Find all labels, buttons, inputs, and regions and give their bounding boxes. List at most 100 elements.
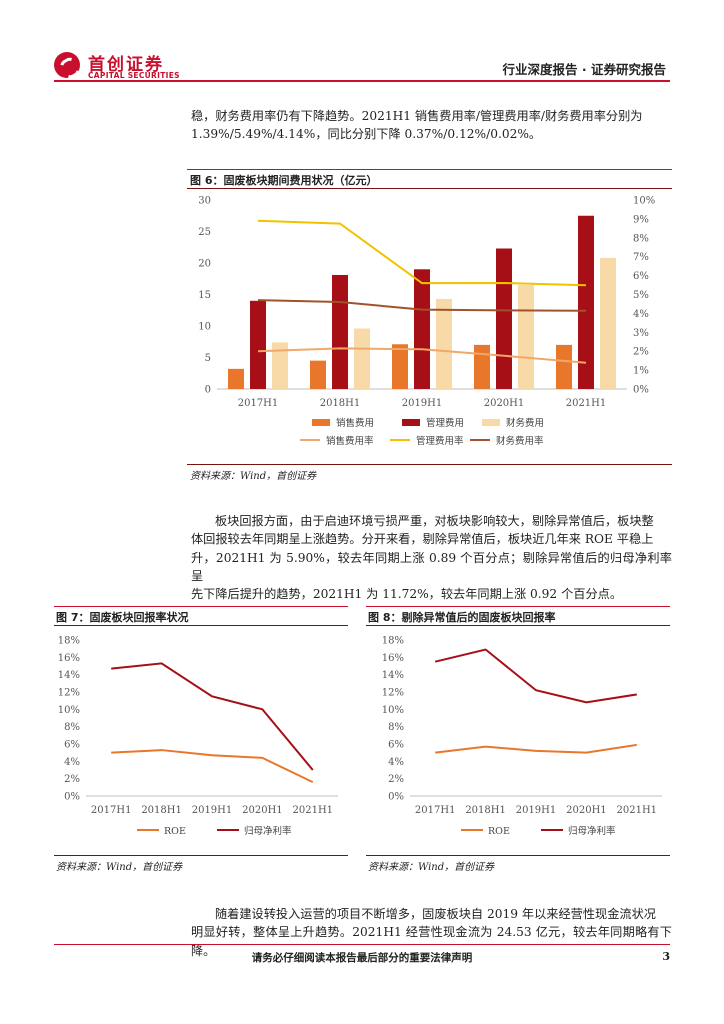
fig7-chart: 0% 2% 4% 6% 8% 10% 12% 14% 16% 18% 2017H1 2018H1 201… bbox=[58, 636, 338, 837]
fig7-legend-label: 归母净利率 bbox=[244, 825, 292, 837]
paragraph-2-line-1: 板块回报方面，由于启迪环境亏损严重，对板块影响较大，剔除异常值后，板块整 bbox=[215, 514, 654, 528]
fig8-x-tick-label: 2018H1 bbox=[465, 805, 506, 816]
paragraph-1-line-1: 稳，财务费用率仍有下降趋势。2021H1 销售费用率/管理费用率/财务费用率分别… bbox=[191, 109, 643, 123]
fig7-title-rule bbox=[54, 625, 348, 626]
fig8-source: 资料来源：Wind，首创证券 bbox=[368, 862, 495, 873]
fig6-bar bbox=[496, 248, 512, 389]
fig6-y2-tick-label: 2% bbox=[633, 347, 649, 358]
fig8-y-tick-label: 4% bbox=[388, 757, 404, 768]
fig6-x-tick-label: 2019H1 bbox=[402, 398, 443, 409]
paragraph-2-line-4: 先下降后提升的趋势，2021H1 为 11.72%，较去年同期上涨 0.92 个… bbox=[191, 587, 623, 602]
fig8-y-tick-label: 6% bbox=[388, 740, 404, 751]
fig6-x-tick-label: 2020H1 bbox=[484, 398, 525, 409]
fig6-y-tick-label: 5 bbox=[205, 353, 211, 364]
report-type-header: 行业深度报告 · 证券研究报告 bbox=[502, 62, 666, 77]
fig6-title-rule bbox=[187, 188, 672, 189]
fig6-series-line bbox=[257, 347, 587, 364]
fig7-y-tick-label: 2% bbox=[64, 774, 80, 785]
fig8-x-tick-label: 2019H1 bbox=[516, 805, 557, 816]
fig8-x-tick-label: 2021H1 bbox=[617, 805, 658, 816]
company-logo-icon bbox=[54, 52, 80, 78]
fig6-y-tick-label: 0 bbox=[205, 385, 211, 396]
fig8-legend-label: ROE bbox=[488, 826, 510, 837]
footer-divider bbox=[54, 944, 670, 945]
paragraph-3-line-1: 随着建设转投入运营的项目不断增多，固废板块自 2019 年以来经营性现金流状况 bbox=[215, 907, 656, 921]
paragraph-1: 稳，财务费用率仍有下降趋势。2021H1 销售费用率/管理费用率/财务费用率分别… bbox=[191, 107, 672, 144]
fig6-legend-label: 销售费用率 bbox=[326, 435, 374, 447]
fig8-y-tick-label: 8% bbox=[388, 722, 404, 733]
fig6-y2-tick-label: 1% bbox=[633, 366, 649, 377]
header-divider bbox=[54, 80, 670, 82]
fig8-series-line bbox=[434, 648, 637, 704]
fig6-top-rule bbox=[187, 169, 672, 170]
fig6-series-line bbox=[257, 219, 587, 287]
fig6-bar bbox=[436, 298, 452, 389]
fig7-x-tick-label: 2019H1 bbox=[192, 805, 233, 816]
fig8-y-tick-label: 2% bbox=[388, 774, 404, 785]
fig6-legend-label: 管理费用率 bbox=[416, 435, 464, 447]
fig6-legend-label: 销售费用 bbox=[336, 417, 374, 429]
fig6-bar bbox=[474, 344, 490, 389]
fig6-y2-tick-label: 9% bbox=[633, 214, 649, 225]
fig7-x-tick-label: 2021H1 bbox=[293, 805, 334, 816]
fig6-bottom-rule bbox=[187, 464, 672, 465]
fig8-top-rule bbox=[366, 606, 670, 607]
fig7-title: 图 7：固废板块回报率状况 bbox=[56, 611, 189, 624]
fig6-bar bbox=[354, 328, 370, 389]
paragraph-3-line-2: 明显好转，整体呈上升趋势。2021H1 经营性现金流为 24.53 亿元，较去年… bbox=[191, 925, 672, 958]
fig7-y-tick-label: 4% bbox=[64, 757, 80, 768]
fig8-bottom-rule bbox=[366, 855, 670, 856]
fig6-legend-label: 财务费用率 bbox=[496, 435, 544, 447]
fig6-bar bbox=[228, 368, 244, 389]
fig7-legend-label: ROE bbox=[164, 826, 186, 837]
fig7-bottom-rule bbox=[54, 855, 348, 856]
fig6-bar bbox=[250, 300, 266, 389]
fig7-y-tick-label: 6% bbox=[64, 740, 80, 751]
fig6-bar bbox=[556, 344, 572, 389]
paragraph-3: 随着建设转投入运营的项目不断增多，固废板块自 2019 年以来经营性现金流状况 … bbox=[191, 905, 672, 960]
fig6-y-tick-label: 10 bbox=[198, 322, 211, 333]
fig6-y2-tick-label: 7% bbox=[633, 252, 649, 263]
legal-disclaimer-note: 请务必仔细阅读本报告最后部分的重要法律声明 bbox=[251, 952, 473, 964]
fig6-y2-tick-label: 0% bbox=[633, 385, 649, 396]
fig6-legend-swatch bbox=[482, 419, 500, 426]
fig6-legend-label: 财务费用 bbox=[506, 417, 544, 429]
fig7-y-tick-label: 10% bbox=[58, 705, 80, 716]
fig6-y-tick-label: 20 bbox=[198, 259, 211, 270]
fig7-series-line bbox=[111, 749, 314, 784]
fig6-y2-tick-label: 10% bbox=[633, 196, 655, 207]
fig6-legend-label: 管理费用 bbox=[426, 417, 464, 429]
fig6-bar bbox=[272, 342, 288, 389]
fig8-title: 图 8：剔除异常值后的固废板块回报率 bbox=[368, 611, 556, 624]
fig8-y-tick-label: 14% bbox=[382, 670, 404, 681]
fig6-y2-tick-label: 5% bbox=[633, 290, 649, 301]
fig8-title-rule bbox=[366, 625, 670, 626]
fig6-bar bbox=[600, 257, 616, 389]
fig8-chart: 0% 2% 4% 6% 8% 10% 12% 14% 16% 18% 2017H1 2018H1 201… bbox=[382, 636, 662, 837]
fig7-y-tick-label: 16% bbox=[58, 653, 80, 664]
fig8-y-tick-label: 12% bbox=[382, 688, 404, 699]
fig6-y2-tick-label: 4% bbox=[633, 309, 649, 320]
fig7-series-line bbox=[111, 662, 314, 771]
page-number: 3 bbox=[662, 950, 670, 963]
fig8-y-tick-label: 16% bbox=[382, 653, 404, 664]
fig7-y-tick-label: 12% bbox=[58, 688, 80, 699]
fig7-source: 资料来源：Wind，首创证券 bbox=[56, 862, 183, 873]
paragraph-1-line-2: 1.39%/5.49%/4.14%，同比分别下降 0.37%/0.12%/0.0… bbox=[191, 127, 542, 142]
logo-chinese-name: 首创证券 bbox=[88, 55, 164, 75]
logo-english-name: CAPITAL SECURITIES bbox=[88, 71, 180, 80]
fig7-top-rule bbox=[54, 606, 348, 607]
fig8-y-tick-label: 10% bbox=[382, 705, 404, 716]
fig6-x-tick-label: 2021H1 bbox=[566, 398, 607, 409]
fig7-x-tick-label: 2017H1 bbox=[91, 805, 132, 816]
fig7-x-tick-label: 2020H1 bbox=[242, 805, 283, 816]
fig8-x-tick-label: 2017H1 bbox=[415, 805, 456, 816]
fig8-legend-label: 归母净利率 bbox=[568, 825, 616, 837]
fig6-bar bbox=[332, 274, 348, 389]
fig7-y-tick-label: 14% bbox=[58, 670, 80, 681]
paragraph-2-line-3: 升，2021H1 为 5.90%，较去年同期上涨 0.89 个百分点；剔除异常值… bbox=[191, 550, 672, 583]
fig6-y-tick-label: 30 bbox=[198, 196, 211, 207]
fig8-y-tick-label: 0% bbox=[388, 792, 404, 803]
fig6-y-tick-label: 25 bbox=[198, 227, 211, 238]
fig6-x-tick-label: 2018H1 bbox=[320, 398, 361, 409]
